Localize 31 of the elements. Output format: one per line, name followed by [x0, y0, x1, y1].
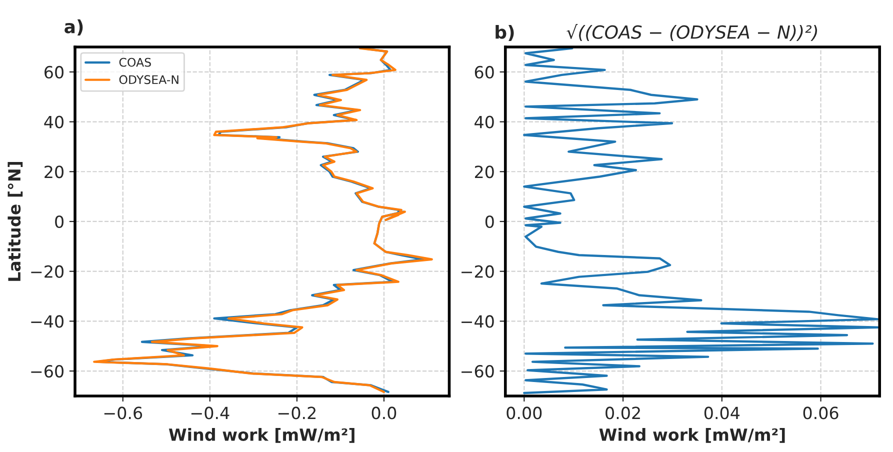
x-tick-label: −0.2	[278, 406, 316, 420]
line-series	[523, 47, 879, 394]
y-tick-label: 20	[474, 166, 494, 178]
x-tick-label: 0.00	[506, 406, 542, 420]
y-tick-label: 0	[55, 215, 64, 228]
x-axis-title: Wind work [mW/m²]	[168, 428, 354, 443]
y-tick-label: 40	[474, 116, 494, 128]
x-axis-title: Wind work [mW/m²]	[599, 428, 785, 443]
x-tick-label: −0.4	[191, 406, 230, 420]
y-axis-title: Latitude [°N]	[8, 162, 23, 281]
x-tick-label: 0.02	[606, 406, 640, 420]
y-tick-label: 60	[44, 66, 64, 78]
x-tick-label: −0.6	[104, 406, 142, 420]
y-tick-label: −20	[31, 265, 64, 278]
y-tick-label: −20	[462, 265, 494, 278]
x-tick-label: 0.06	[803, 406, 838, 420]
chart-title: b)	[496, 24, 514, 42]
legend-label: ODYSEA-N	[119, 75, 178, 84]
x-tick-label: 0.04	[704, 406, 740, 420]
y-tick-label: 0	[485, 215, 494, 228]
y-tick-label: −40	[462, 315, 494, 328]
chart-subtitle: √((COAS − (ODYSEA − N))²)	[566, 24, 818, 42]
y-tick-label: 40	[44, 116, 64, 128]
x-tick-label: 0.0	[372, 406, 396, 420]
y-tick-label: −60	[31, 364, 64, 378]
legend-label: COAS	[119, 58, 151, 67]
y-tick-label: 60	[474, 66, 494, 78]
y-tick-label: −40	[31, 315, 64, 328]
y-tick-label: −60	[462, 364, 494, 378]
y-tick-label: 20	[44, 166, 64, 178]
chart-title: a)	[64, 19, 83, 36]
